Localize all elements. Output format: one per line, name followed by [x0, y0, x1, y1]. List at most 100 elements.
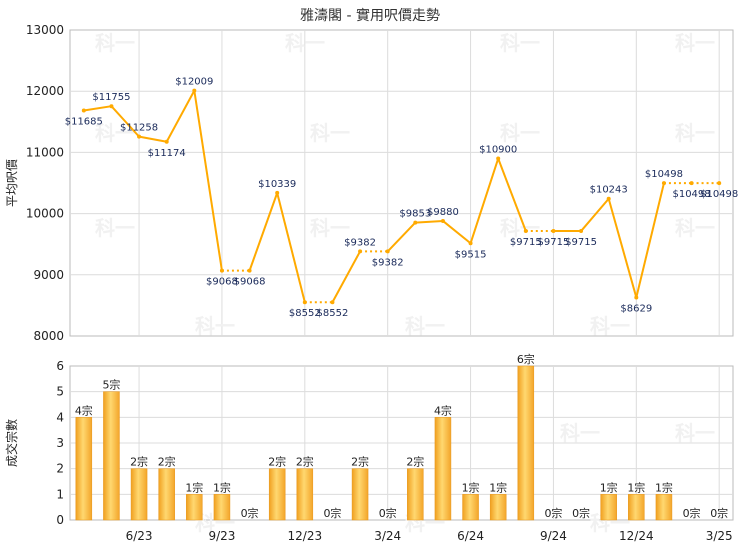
line-data-label: $9853	[399, 209, 431, 220]
watermark: 科一	[675, 421, 715, 445]
bar	[296, 468, 314, 521]
bar-data-label: 0宗	[710, 506, 728, 520]
bar-y-axis-label: 成交宗數	[4, 419, 19, 467]
line-data-label: $9068	[206, 277, 238, 288]
watermark: 科一	[95, 216, 135, 240]
line-data-label: $9715	[538, 237, 570, 248]
bar-y-tick-label: 0	[56, 513, 64, 527]
watermark: 科一	[195, 314, 235, 338]
line-point	[606, 196, 611, 201]
bar-y-tick-label: 3	[56, 436, 64, 450]
bar-data-label: 1宗	[600, 480, 618, 494]
line-point	[330, 300, 335, 305]
line-point	[468, 241, 473, 246]
line-segment	[497, 158, 527, 232]
line-segment	[386, 221, 417, 253]
line-segment	[193, 90, 223, 271]
watermark: 科一	[675, 121, 715, 145]
line-point	[81, 108, 86, 113]
line-point	[661, 181, 666, 186]
bar-data-label: 0宗	[544, 506, 562, 520]
bar	[186, 494, 203, 521]
bar-y-tick-label: 6	[56, 359, 64, 373]
line-point	[689, 181, 694, 186]
line-segment	[607, 198, 638, 298]
line-point	[413, 220, 418, 225]
bar-data-label: 1宗	[213, 480, 231, 494]
line-segment	[248, 192, 279, 271]
line-point	[385, 249, 390, 254]
line-segment	[138, 135, 167, 143]
line-plot-area	[69, 29, 734, 337]
x-tick-label: 9/23	[208, 529, 235, 543]
bar	[351, 468, 369, 521]
line-data-label: $9068	[234, 277, 266, 288]
bar-data-label: 0宗	[323, 506, 341, 520]
line-data-label: $9715	[565, 237, 597, 248]
line-point	[717, 181, 722, 186]
x-tick-label: 12/24	[619, 529, 654, 543]
line-point	[523, 229, 528, 234]
bar-data-label: 2宗	[268, 455, 286, 469]
line-data-label: $10339	[258, 179, 296, 190]
x-tick-label: 9/24	[540, 529, 567, 543]
bar	[462, 494, 479, 521]
line-segment	[165, 90, 196, 143]
line-point	[164, 139, 169, 144]
bar-data-label: 1宗	[185, 480, 203, 494]
bar	[489, 494, 507, 521]
line-data-label: $11755	[92, 92, 130, 103]
x-tick-label: 3/25	[706, 529, 733, 543]
line-y-axis-label: 平均呎價	[5, 159, 19, 207]
bar	[407, 468, 424, 521]
line-segment	[442, 220, 472, 245]
line-segment	[580, 198, 610, 232]
line-data-label: $9382	[372, 257, 404, 268]
bar-y-tick-label: 1	[56, 487, 64, 501]
bar-data-label: 2宗	[351, 455, 369, 469]
bar	[103, 391, 120, 521]
line-data-label: $9715	[510, 237, 542, 248]
line-point	[551, 229, 556, 234]
bar-data-label: 1宗	[489, 480, 507, 494]
watermark: 科一	[500, 121, 540, 145]
line-data-label: $9880	[427, 207, 459, 218]
bar	[130, 468, 148, 521]
line-y-tick-label: 9000	[33, 268, 64, 282]
line-point	[302, 300, 307, 305]
line-data-label: $10243	[590, 185, 628, 196]
x-tick-label: 3/24	[374, 529, 401, 543]
line-data-label: $10498	[645, 169, 683, 180]
line-data-label: $9382	[344, 237, 376, 248]
line-data-label: $10498	[672, 189, 710, 200]
watermark: 科一	[95, 31, 135, 55]
line-point	[579, 229, 584, 234]
bar-data-label: 2宗	[296, 455, 314, 469]
bar-data-label: 5宗	[102, 378, 120, 392]
bar-data-label: 0宗	[683, 506, 701, 520]
line-point	[192, 88, 197, 93]
bar-data-label: 2宗	[158, 455, 176, 469]
line-point	[496, 156, 501, 161]
line-segment	[635, 182, 665, 298]
bar-y-tick-label: 2	[56, 462, 64, 476]
line-point	[109, 104, 114, 109]
bar-data-label: 4宗	[434, 403, 452, 417]
x-tick-label: 6/24	[457, 529, 484, 543]
watermark: 科一	[675, 216, 715, 240]
line-data-label: $8552	[317, 308, 349, 319]
line-data-label: $9515	[455, 249, 487, 260]
bar-data-label: 2宗	[406, 455, 424, 469]
line-data-label: $8629	[620, 304, 652, 315]
bar-data-label: 0宗	[572, 506, 590, 520]
line-point	[634, 295, 639, 300]
bar-data-label: 1宗	[462, 480, 480, 494]
watermark: 科一	[675, 31, 715, 55]
line-point	[440, 218, 445, 223]
bar-data-label: 6宗	[517, 352, 535, 366]
watermark: 科一	[500, 31, 540, 55]
bar	[434, 417, 452, 521]
